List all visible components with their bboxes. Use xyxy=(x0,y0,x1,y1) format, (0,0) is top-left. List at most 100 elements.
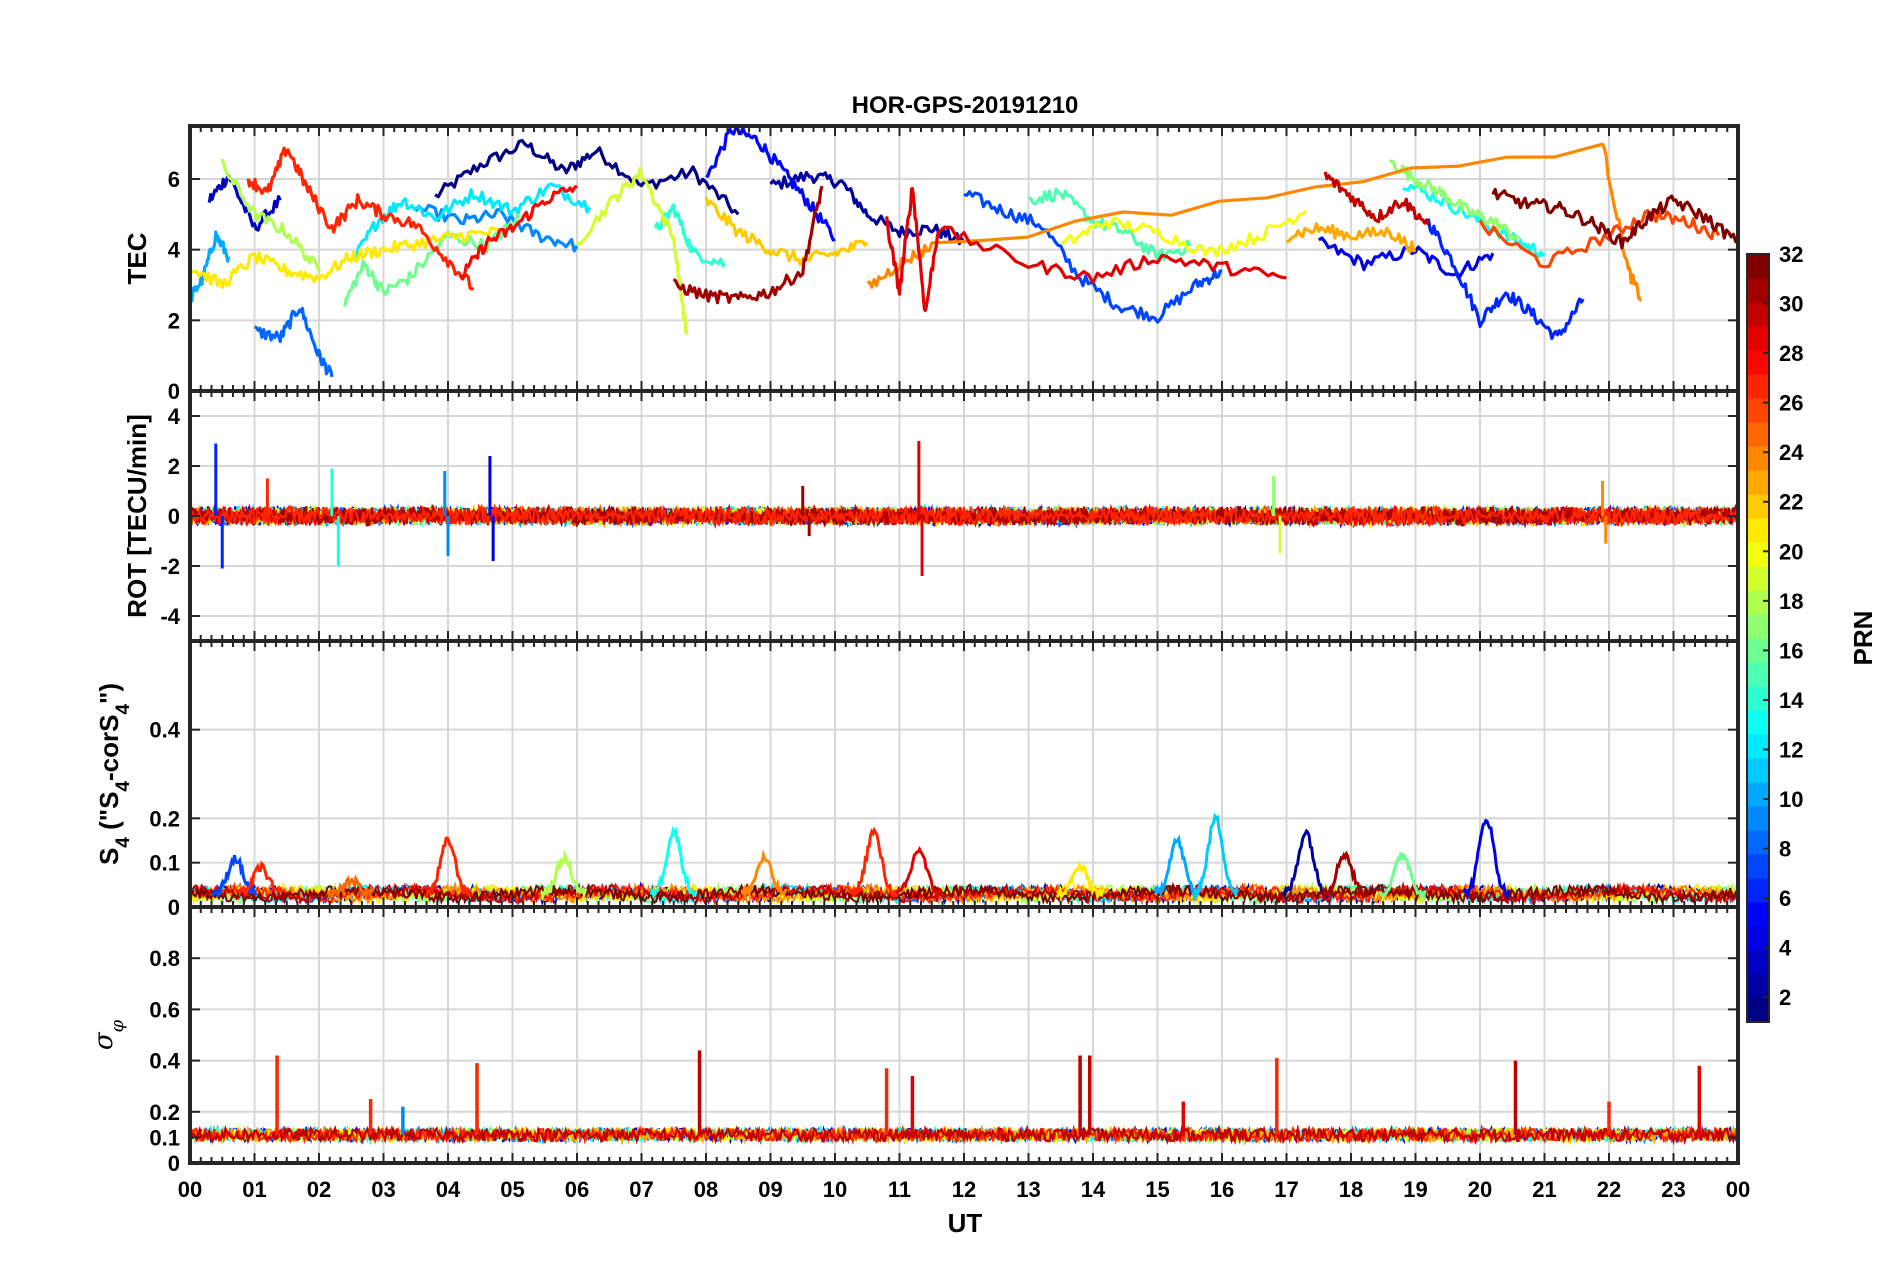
series-prn-4 xyxy=(1317,236,1495,279)
y-axis-label: ROT [TECU/min] xyxy=(122,414,152,618)
x-tick-label: 08 xyxy=(694,1177,718,1202)
plot-area xyxy=(190,441,1738,576)
colorbar-segment xyxy=(1747,566,1769,591)
series-prn-7 xyxy=(963,190,1223,324)
y-tick-label: 0.1 xyxy=(149,851,180,876)
x-tick-label: 06 xyxy=(565,1177,589,1202)
x-tick-label: 07 xyxy=(629,1177,653,1202)
y-tick-label: -4 xyxy=(160,604,180,629)
series-prn-19 xyxy=(575,166,689,335)
panel-s4: 0 0.1 0.2 0.4 S4 ("S4-corS4") xyxy=(94,639,1740,920)
x-tick-label: 05 xyxy=(500,1177,524,1202)
x-axis-label: UT xyxy=(948,1208,983,1238)
colorbar-segment xyxy=(1747,374,1769,399)
colorbar-tick-label: 12 xyxy=(1779,737,1803,762)
plot-area xyxy=(190,126,1738,378)
panel-sigma_phi: 00.10.2 0.4 0.6 0.8 σφ xyxy=(89,905,1740,1176)
x-tick-label: 11 xyxy=(888,1177,911,1202)
y-axis-label: S4 ("S4-corS4") xyxy=(94,683,134,865)
panel-rot: -4 -2 0 2 4 ROT [TECU/min] xyxy=(122,389,1740,643)
x-tick-label: 03 xyxy=(371,1177,395,1202)
s4-bump xyxy=(1191,812,1240,903)
series-prn-5 xyxy=(705,126,836,242)
x-tick-label: 02 xyxy=(307,1177,331,1202)
colorbar-segment xyxy=(1747,998,1769,1023)
colorbar-segment xyxy=(1747,614,1769,639)
s4-bump xyxy=(849,826,898,898)
series-prn-24 xyxy=(867,142,1643,302)
series-prn-31 xyxy=(190,503,1738,528)
colorbar-tick-label: 32 xyxy=(1779,242,1803,267)
series-prn-10 xyxy=(190,230,231,303)
series-prn-8 xyxy=(254,306,334,378)
colorbar-tick-label: 28 xyxy=(1779,341,1803,366)
grid xyxy=(190,641,1738,908)
y-tick-label: 0 xyxy=(168,379,180,404)
series-prn-20 xyxy=(1060,209,1307,258)
s4-bump xyxy=(1378,851,1427,901)
colorbar-segment xyxy=(1747,494,1769,519)
colorbar-tick-label: 8 xyxy=(1779,837,1791,862)
colorbar-label: PRN xyxy=(1848,611,1878,666)
colorbar-segment xyxy=(1747,734,1769,759)
colorbar-segment xyxy=(1747,710,1769,735)
colorbar-segment xyxy=(1747,854,1769,879)
x-tick-label: 09 xyxy=(758,1177,782,1202)
colorbar-segment xyxy=(1747,446,1769,471)
x-tick-label: 01 xyxy=(242,1177,266,1202)
series-prn-14 xyxy=(654,203,727,268)
y-tick-label: 6 xyxy=(168,167,180,192)
y-tick-label: 0.2 xyxy=(149,806,180,831)
y-tick-label: 0.4 xyxy=(149,1049,180,1074)
series-prn-9 xyxy=(414,203,579,253)
s4-bump xyxy=(236,860,284,897)
colorbar-segment xyxy=(1747,326,1769,351)
colorbar-tick-label: 14 xyxy=(1779,688,1804,713)
colorbar-segment xyxy=(1747,662,1769,687)
plot-area xyxy=(190,1050,1738,1146)
y-tick-label: 0 xyxy=(168,895,180,920)
colorbar-tick-label: 18 xyxy=(1779,589,1803,614)
x-tick-label: 22 xyxy=(1597,1177,1621,1202)
y-tick-label: 2 xyxy=(168,454,180,479)
colorbar-segment xyxy=(1747,278,1769,303)
x-tick-label: 16 xyxy=(1210,1177,1234,1202)
s4-bump xyxy=(1462,818,1511,901)
y-tick-label: 0.1 xyxy=(149,1125,180,1150)
series-prn-32 xyxy=(190,881,1737,906)
series-prn-27 xyxy=(246,146,475,291)
series-prn-2 xyxy=(769,170,966,246)
colorbar-tick-label: 26 xyxy=(1779,391,1803,416)
colorbar-segment xyxy=(1747,398,1769,423)
colorbar-segment xyxy=(1747,422,1769,447)
colorbar-tick-label: 24 xyxy=(1779,440,1804,465)
grid xyxy=(190,907,1738,1164)
y-axis-label: σφ xyxy=(89,1019,128,1050)
colorbar-segment xyxy=(1747,878,1769,903)
x-tick-label: 14 xyxy=(1081,1177,1106,1202)
x-tick-label: 18 xyxy=(1339,1177,1363,1202)
colorbar-segment xyxy=(1747,302,1769,327)
colorbar-segment xyxy=(1747,638,1769,663)
series-prn-16 xyxy=(343,213,521,307)
y-axis-label: TEC xyxy=(122,232,152,284)
colorbar-tick-label: 16 xyxy=(1779,638,1803,663)
x-tick-label: 10 xyxy=(823,1177,847,1202)
axis-ticks xyxy=(189,907,1739,1164)
s4-bump xyxy=(540,849,588,901)
x-tick-label: 04 xyxy=(436,1177,461,1202)
series-prn-18 xyxy=(220,158,321,272)
series-prn-28 xyxy=(459,184,578,281)
colorbar-segment xyxy=(1747,686,1769,711)
colorbar-tick-label: 6 xyxy=(1779,886,1791,911)
colorbar-segment xyxy=(1747,542,1769,567)
y-tick-label: 0 xyxy=(168,1151,180,1176)
s4-bump xyxy=(1056,861,1105,902)
series-prn-30 xyxy=(1323,171,1430,226)
series-prn-22 xyxy=(704,196,869,267)
y-tick-label: 4 xyxy=(168,404,181,429)
series-prn-31 xyxy=(672,185,824,305)
colorbar-tick-label: 2 xyxy=(1779,985,1791,1010)
x-tick-label: 21 xyxy=(1532,1177,1556,1202)
panel-tec: 0 2 4 6 TEC xyxy=(122,124,1740,404)
